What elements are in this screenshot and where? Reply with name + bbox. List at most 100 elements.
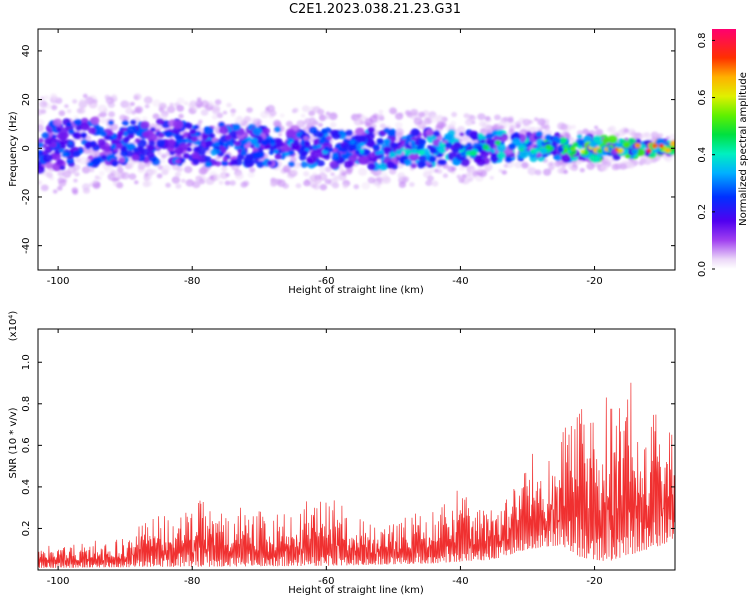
spectrogram-blob	[418, 138, 427, 146]
spectrogram-blob	[246, 107, 253, 113]
spectrogram-blob	[492, 124, 501, 132]
spectrogram-blob	[622, 141, 631, 149]
snr-x-tick-label: -20	[586, 576, 602, 587]
spectrogram-blob	[92, 179, 98, 185]
spectrogram-blob	[66, 122, 72, 127]
colorbar-tick-label: 0.6	[697, 90, 708, 106]
spectrogram-blob	[304, 118, 311, 124]
spectrogram-blob	[303, 171, 310, 177]
spectrogram-blob	[269, 109, 277, 117]
spectrogram-blob	[324, 166, 332, 173]
spectrogram-blob	[41, 132, 50, 139]
spectrogram-blob	[323, 153, 331, 160]
spectrogram-blob	[144, 172, 149, 177]
spectrogram-blob	[669, 145, 675, 153]
spectrogram-blob	[224, 142, 230, 147]
spectrogram-blob	[126, 143, 134, 151]
spectrogram-blob	[45, 162, 53, 169]
spectrogram-blob	[282, 183, 289, 189]
spectrogram-blob	[580, 149, 585, 154]
spectrogram-blob	[600, 164, 609, 172]
snr-x-tick-label: -80	[184, 576, 200, 587]
spectrogram-blob	[247, 125, 253, 130]
spectrogram-blob	[250, 117, 258, 124]
spectrogram-blob	[383, 138, 391, 145]
spectrogram-blob	[219, 126, 229, 135]
spectrogram-blob	[274, 121, 282, 129]
spectrogram-blob	[284, 152, 290, 157]
spectrogram-blob	[602, 137, 610, 144]
spectrogram-blob	[218, 180, 224, 185]
spectrogram-blob	[270, 178, 280, 186]
spectrogram-blob	[80, 122, 90, 131]
spectrogram-blob	[38, 108, 43, 116]
spectrogram-blob	[285, 120, 293, 127]
spectrogram-blob	[159, 158, 166, 164]
spectrogram-blob	[484, 116, 491, 121]
spectrogram-x-tick-label: -40	[452, 276, 468, 287]
spectrogram-blob	[328, 112, 338, 121]
spectrogram-blob	[266, 160, 273, 166]
spectrogram-blob	[427, 175, 434, 182]
spectrogram-blob	[499, 125, 505, 130]
spectrogram-blob	[250, 144, 255, 149]
spectrogram-y-tick-label: 20	[21, 93, 32, 106]
spectrogram-blob	[520, 161, 529, 169]
spectrogram-blob	[477, 113, 486, 121]
spectrogram-blob	[108, 120, 114, 126]
spectrogram-blob	[319, 166, 326, 173]
spectrogram-blob	[378, 109, 384, 114]
spectrogram-blob	[200, 109, 209, 116]
spectrogram-blob	[42, 101, 47, 106]
spectrogram-blob	[324, 178, 332, 185]
spectrogram-blob	[118, 157, 126, 164]
spectrogram-blob	[196, 103, 202, 109]
spectrogram-blob	[176, 104, 185, 112]
spectrogram-blob	[389, 168, 397, 175]
spectrogram-blob	[169, 102, 174, 107]
spectrogram-blob	[579, 168, 585, 173]
spectrogram-blob	[192, 158, 200, 166]
spectrogram-blob	[588, 154, 599, 163]
spectrogram-blob	[496, 143, 507, 153]
spectrogram-blob	[128, 173, 137, 180]
spectrogram-blob	[212, 174, 221, 181]
spectrogram-blob	[112, 181, 118, 187]
spectrogram-blob	[433, 130, 441, 137]
spectrogram-blob	[240, 139, 247, 146]
spectrogram-blob	[477, 132, 484, 138]
spectrogram-blob	[614, 163, 619, 169]
spectrogram-blob	[104, 135, 110, 140]
spectrogram-blob	[382, 176, 392, 184]
spectrogram-blob	[131, 154, 140, 162]
spectrogram-blob	[226, 102, 232, 108]
spectrogram-blob	[172, 120, 184, 129]
spectrogram-blob	[121, 120, 129, 126]
spectrogram-blob	[353, 184, 360, 190]
spectrogram-blob	[117, 130, 125, 137]
spectrogram-blob	[445, 142, 453, 149]
spectrogram-blob	[505, 156, 513, 163]
spectrogram-blob	[442, 173, 448, 178]
spectrogram-blob	[376, 138, 384, 145]
spectrogram-blob	[582, 128, 589, 135]
spectrogram-blob	[100, 154, 107, 160]
snr-scale-label: (x10⁴)	[8, 311, 19, 342]
spectrogram-blob	[470, 115, 476, 121]
spectrogram-blob	[46, 172, 53, 179]
spectrogram-blob	[270, 138, 276, 143]
spectrogram-blob	[100, 131, 108, 137]
spectrogram-blob	[78, 156, 88, 165]
spectrogram-blob	[192, 106, 198, 112]
spectrogram-blob	[88, 127, 96, 135]
spectrogram-blob	[171, 176, 181, 184]
spectrogram-blob	[378, 162, 388, 171]
spectrogram-blob	[439, 147, 446, 154]
spectrogram-blob	[343, 160, 353, 169]
spectrogram-blob	[300, 113, 306, 118]
spectrogram-blob	[494, 140, 502, 146]
spectrogram-blob	[353, 117, 363, 126]
spectrogram-blob	[52, 189, 58, 194]
spectrogram-blob	[398, 181, 407, 188]
spectrogram-blob	[544, 134, 552, 141]
